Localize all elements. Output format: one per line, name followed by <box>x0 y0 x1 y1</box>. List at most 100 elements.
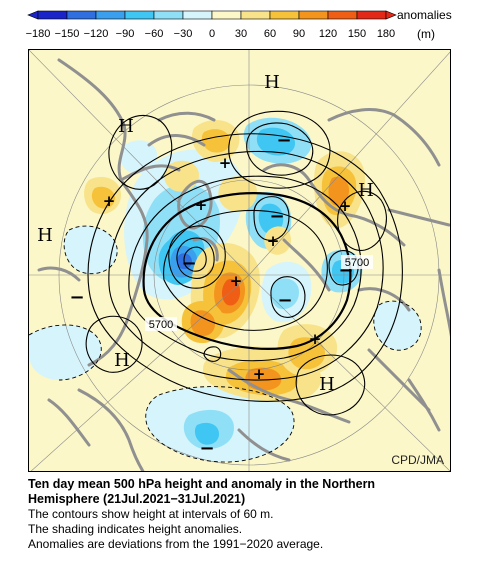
contour-low-pole <box>253 196 290 241</box>
meridian-180 <box>29 50 250 276</box>
caption-title-line2: Hemisphere (21Jul.2021−31Jul.2021) <box>28 492 246 506</box>
colorbar-cell <box>37 10 68 20</box>
contour-small-ring <box>203 346 222 362</box>
colorbar-cell <box>182 10 213 20</box>
colorbar-cell <box>124 10 155 20</box>
neg-region-europe-core <box>270 278 299 310</box>
contour-low-na-3 <box>183 246 207 272</box>
coast-asia <box>327 108 450 412</box>
plus-mark-6: + <box>253 365 266 383</box>
low-label-na: − <box>181 253 196 274</box>
colorbar-cell <box>327 10 358 20</box>
contour-low-europe <box>270 276 306 318</box>
low-label-europe: − <box>277 290 292 311</box>
contour-low-atlantic <box>328 250 359 286</box>
neg-region-east <box>373 301 422 351</box>
high-labels: H H H H H H <box>37 72 374 395</box>
low-label-south: − <box>199 438 214 459</box>
high-label-lower-right: H <box>319 374 335 395</box>
contour-inner-1 <box>163 209 328 331</box>
high-label-upper-left: H <box>118 116 134 137</box>
plus-mark-8: + <box>309 330 322 348</box>
colorbar-cell <box>95 10 126 20</box>
zero-line-pacific <box>145 386 295 463</box>
plus-mark-5: + <box>339 197 352 215</box>
contour-low-na-2 <box>176 237 215 279</box>
colorbar-arrow-right <box>385 10 397 20</box>
low-label-pole: − <box>269 206 284 227</box>
colorbar-tick-labels: −180 −150 −120 −90 −60 −30 0 30 60 90 120 150 180 <box>26 28 396 40</box>
meridian-90 <box>30 274 250 471</box>
polar-map: H H H H H H − − − − − − − + + + + + + + … <box>28 49 451 472</box>
low-labels: − − − − − − − <box>69 130 353 459</box>
high-label-top: H <box>264 72 280 93</box>
pos-region-center-max <box>221 278 241 306</box>
neg-region-west-pacific <box>29 324 102 380</box>
colorbar-tick-label: −120 <box>84 28 109 40</box>
colorbar-tick-label: 150 <box>348 28 366 40</box>
high-label-left: H <box>37 225 53 246</box>
colorbar-tick-label: −180 <box>26 28 51 40</box>
neg-region-arctic-left <box>120 140 157 175</box>
low-label-west: − <box>69 287 84 308</box>
contour-top-outer <box>228 110 331 189</box>
map-canvas: H H H H H H − − − − − − − + + + + + + + … <box>29 50 450 471</box>
caption-line2: The shading indicates height anomalies. <box>28 522 243 536</box>
coast-north-america <box>57 58 181 367</box>
plus-mark-2: + <box>195 196 208 214</box>
contour-outer-2 <box>108 150 384 381</box>
contour-low-na <box>168 225 226 289</box>
anomaly-max-marks: + + + + + + + + <box>103 154 352 383</box>
plus-mark-3: + <box>230 272 243 290</box>
contour-label-5700-east: 5700 <box>345 257 369 269</box>
colorbar-tick-label: −150 <box>55 28 80 40</box>
colorbar-unit: (m) <box>417 27 435 41</box>
colorbar-tick-label: 120 <box>319 28 337 40</box>
coast-canada-arctic <box>147 111 219 262</box>
high-label-lower-left: H <box>114 350 130 371</box>
colorbar-tick-label: 0 <box>209 28 215 40</box>
credit-label: CPD/JMA <box>391 453 444 467</box>
colorbar-cell <box>269 10 300 20</box>
coastlines <box>37 58 450 471</box>
contour-h-lower-left <box>85 315 143 373</box>
low-label-top: − <box>276 130 291 151</box>
colorbar-tick-label: −90 <box>116 28 135 40</box>
contour-label-5700-west: 5700 <box>149 319 173 331</box>
zero-line-north-pac <box>63 225 118 275</box>
plus-mark-7: + <box>103 192 116 210</box>
colorbar-arrow-left <box>27 10 39 20</box>
zero-line-west <box>29 324 102 381</box>
coast-south-left <box>77 388 145 471</box>
zero-anomaly-lines <box>29 225 422 463</box>
colorbar-tick-label: 180 <box>377 28 395 40</box>
contour-h-lower-right <box>295 354 366 416</box>
colorbar-tick-label: 60 <box>264 28 276 40</box>
colorbar-cell <box>356 10 387 20</box>
coast-greenland <box>177 179 213 230</box>
high-label-right: H <box>358 180 374 201</box>
zero-line-east <box>373 300 422 351</box>
colorbar-cell <box>240 10 271 20</box>
pos-region-top-mid <box>201 129 231 153</box>
colorbar-cell <box>298 10 329 20</box>
plus-mark-1: + <box>219 154 232 172</box>
positive-anomaly-shading <box>84 119 365 403</box>
anomaly-colorbar: −180 −150 −120 −90 −60 −30 0 30 60 90 120 150 180 <box>26 10 397 40</box>
colorbar-label: anomalies <box>397 8 452 22</box>
colorbar-cell <box>153 10 184 20</box>
pos-region-southwest-core <box>190 310 215 337</box>
colorbar-tick-label: −30 <box>174 28 193 40</box>
meridian-270 <box>248 51 450 276</box>
caption-line3: Anomalies are deviations from the 1991−2… <box>28 537 324 551</box>
colorbar-cells <box>27 10 397 20</box>
coast-pacific-islands <box>37 266 441 447</box>
caption-title-line1: Ten day mean 500 hPa height and anomaly … <box>28 477 376 491</box>
map-caption: Ten day mean 500 hPa height and anomaly … <box>28 477 468 552</box>
caption-line1: The contours show height at intervals of… <box>28 507 274 521</box>
neg-region-pacific-south-max <box>194 422 219 445</box>
colorbar-tick-label: 30 <box>235 28 247 40</box>
colorbar-cell <box>66 10 97 20</box>
contour-h-right <box>337 190 387 251</box>
colorbar-tick-label: −60 <box>145 28 164 40</box>
